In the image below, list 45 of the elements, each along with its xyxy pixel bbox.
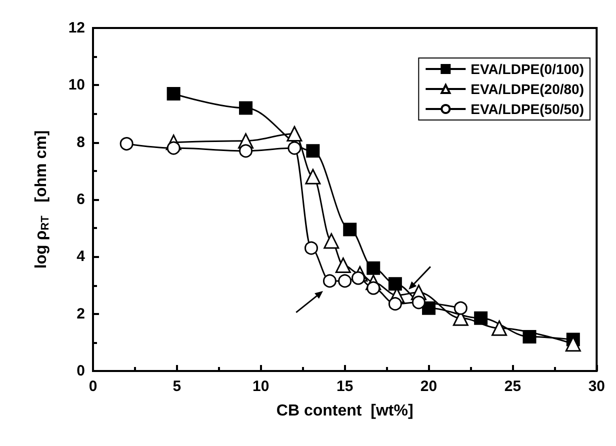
y-tick-label: 8 bbox=[76, 134, 85, 151]
point bbox=[239, 101, 253, 115]
point bbox=[335, 257, 351, 273]
y-tick-label: 0 bbox=[76, 362, 85, 380]
legend-label: EVA/LDPE(20/80) bbox=[470, 81, 584, 97]
text: log ρRT [ohm cm] bbox=[33, 130, 52, 269]
point bbox=[288, 141, 302, 155]
point bbox=[366, 281, 380, 295]
point bbox=[166, 86, 180, 100]
point bbox=[492, 320, 508, 336]
point bbox=[422, 301, 436, 315]
x-tick-label: 20 bbox=[420, 378, 438, 395]
point bbox=[474, 311, 488, 325]
x-tick-label: 25 bbox=[504, 378, 522, 395]
point bbox=[324, 233, 340, 249]
y-tick-label: 4 bbox=[76, 248, 86, 266]
legend-label: EVA/LDPE(50/50) bbox=[470, 101, 584, 117]
point bbox=[239, 144, 253, 158]
x-tick-label: 10 bbox=[252, 378, 270, 395]
x-tick-label: 30 bbox=[588, 378, 605, 395]
point bbox=[522, 330, 536, 344]
x-axis-title: CB content [wt%] bbox=[276, 402, 414, 420]
y-tick-label: 12 bbox=[68, 20, 85, 36]
x-tick-label: 15 bbox=[336, 378, 354, 395]
point bbox=[306, 144, 320, 158]
x-tick-label: 0 bbox=[88, 378, 98, 395]
point bbox=[388, 297, 402, 311]
point bbox=[120, 137, 134, 151]
y-tick-label: 2 bbox=[76, 305, 85, 322]
point bbox=[338, 274, 352, 288]
point bbox=[286, 126, 302, 142]
point bbox=[343, 222, 357, 236]
x-tick-label: 5 bbox=[172, 378, 182, 395]
y-tick-label: 10 bbox=[68, 76, 85, 94]
point bbox=[454, 301, 468, 315]
point bbox=[304, 241, 318, 255]
y-tick-label: 6 bbox=[76, 191, 85, 208]
point bbox=[322, 274, 336, 288]
point bbox=[412, 296, 426, 310]
point bbox=[366, 261, 380, 275]
point bbox=[388, 277, 402, 291]
point bbox=[305, 168, 321, 184]
point bbox=[166, 141, 180, 155]
legend-label: EVA/LDPE(0/100) bbox=[470, 61, 584, 77]
point bbox=[352, 271, 366, 285]
